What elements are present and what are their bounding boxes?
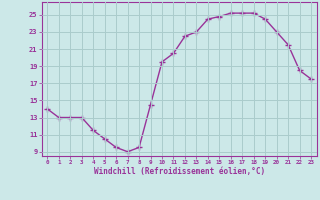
X-axis label: Windchill (Refroidissement éolien,°C): Windchill (Refroidissement éolien,°C)	[94, 167, 265, 176]
